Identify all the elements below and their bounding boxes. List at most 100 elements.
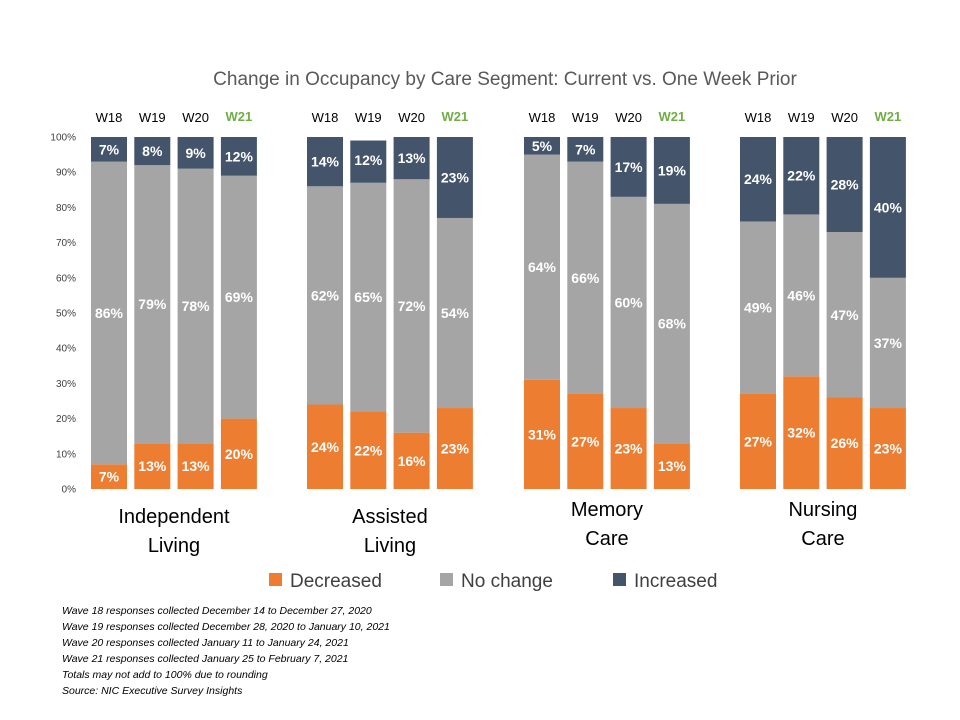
wave-label: W18 [96, 110, 123, 125]
bar-segment-increased [393, 137, 430, 180]
bar-segment-decreased [567, 393, 604, 489]
data-label-no-change: 37% [874, 335, 903, 351]
footnote-rounding: Totals may not add to 100% due to roundi… [62, 669, 268, 681]
bar-segment-increased [567, 137, 604, 162]
data-label-decreased: 23% [441, 441, 470, 457]
bar-segment-no-change [91, 161, 127, 465]
group-label: Care [801, 528, 844, 550]
wave-label: W18 [312, 110, 339, 125]
data-label-decreased: 13% [182, 458, 211, 474]
y-tick-label: 30% [56, 379, 76, 390]
y-tick-label: 70% [56, 238, 76, 249]
bar-segment-no-change [220, 175, 257, 419]
legend-label-no-change: No change [461, 571, 553, 592]
y-tick-label: 100% [50, 133, 76, 144]
chart-title: Change in Occupancy by Care Segment: Cur… [213, 69, 797, 90]
wave-label: W19 [139, 110, 166, 125]
data-label-increased: 13% [398, 150, 427, 166]
data-label-increased: 40% [874, 199, 903, 215]
bar-segment-no-change [610, 196, 647, 409]
footnote-wave19: Wave 19 responses collected December 28,… [62, 621, 390, 633]
group-label: Memory [571, 499, 643, 521]
y-tick-label: 80% [56, 203, 76, 214]
data-label-increased: 22% [787, 168, 816, 184]
data-label-no-change: 79% [138, 296, 167, 312]
bar-segment-no-change [524, 154, 560, 380]
footnote-source: Source: NIC Executive Survey Insights [62, 685, 243, 697]
bar-segment-increased [524, 137, 560, 155]
bar-segment-increased [869, 137, 906, 278]
data-label-increased: 7% [99, 141, 120, 157]
bar-segment-decreased [524, 379, 560, 489]
data-label-no-change: 72% [398, 298, 427, 314]
data-label-decreased: 22% [354, 442, 383, 458]
bar-segment-no-change [567, 161, 604, 394]
data-label-no-change: 60% [615, 294, 644, 310]
bar-segment-no-change [134, 165, 171, 444]
bar-segment-no-change [826, 232, 863, 398]
bar-segment-no-change [740, 221, 776, 394]
bar-segment-decreased [91, 464, 127, 489]
bar-segment-decreased [307, 404, 343, 489]
bar-segment-decreased [740, 393, 776, 489]
data-label-decreased: 7% [99, 469, 120, 485]
wave-label: W21 [875, 109, 902, 124]
bar-segment-increased [653, 137, 690, 204]
bar-segment-increased [350, 140, 387, 183]
footnotes: Wave 18 responses collected December 14 … [62, 603, 390, 699]
data-label-increased: 7% [575, 141, 596, 157]
bar-segment-increased [783, 137, 820, 215]
data-label-no-change: 65% [354, 289, 383, 305]
data-label-increased: 19% [658, 162, 687, 178]
y-tick-label: 60% [56, 273, 76, 284]
data-label-decreased: 23% [615, 441, 644, 457]
data-label-increased: 12% [354, 152, 383, 168]
bar-segment-no-change [869, 277, 906, 409]
bar-segment-increased [177, 137, 214, 169]
data-label-decreased: 27% [571, 433, 600, 449]
legend-swatch-decreased [269, 573, 282, 586]
wave-label: W19 [355, 110, 382, 125]
bar-segment-increased [134, 137, 171, 166]
y-tick-label: 0% [62, 485, 77, 496]
bar-segment-decreased [134, 443, 171, 489]
data-label-decreased: 13% [138, 458, 167, 474]
legend-label-increased: Increased [634, 571, 717, 592]
data-label-no-change: 64% [528, 259, 557, 275]
wave-label: W21 [659, 109, 686, 124]
bar-segment-decreased [393, 432, 430, 489]
bar-segment-increased [740, 137, 776, 222]
bar-segment-no-change [393, 179, 430, 433]
data-label-no-change: 69% [225, 289, 254, 305]
wave-label: W20 [615, 110, 642, 125]
bar-segment-decreased [436, 408, 473, 489]
footnote-wave20: Wave 20 responses collected January 11 t… [62, 637, 349, 649]
bar-segment-decreased [783, 376, 820, 489]
group-label: Nursing [788, 499, 857, 521]
wave-label: W21 [226, 109, 253, 124]
occupancy-chart: Change in Occupancy by Care Segment: Cur… [50, 69, 906, 592]
data-label-decreased: 13% [658, 458, 687, 474]
wave-label: W20 [182, 110, 209, 125]
bar-segment-no-change [350, 182, 387, 412]
bar-segment-no-change [307, 186, 343, 405]
bar-segment-increased [610, 137, 647, 197]
footnote-wave21: Wave 21 responses collected January 25 t… [62, 653, 349, 665]
data-label-increased: 14% [311, 154, 340, 170]
data-label-no-change: 86% [95, 305, 124, 321]
wave-label: W18 [529, 110, 556, 125]
y-tick-label: 40% [56, 344, 76, 355]
data-label-increased: 9% [185, 145, 206, 161]
data-label-decreased: 32% [787, 425, 816, 441]
wave-label: W19 [572, 110, 599, 125]
group-label: Assisted [352, 506, 428, 528]
bar-segment-decreased [869, 408, 906, 489]
data-label-decreased: 24% [311, 439, 340, 455]
bar-segment-decreased [220, 418, 257, 489]
data-label-increased: 28% [831, 177, 860, 193]
bar-segment-decreased [350, 411, 387, 489]
y-tick-label: 20% [56, 414, 76, 425]
group-label: Living [364, 535, 416, 557]
data-label-decreased: 16% [398, 453, 427, 469]
bar-segment-decreased [826, 397, 863, 489]
